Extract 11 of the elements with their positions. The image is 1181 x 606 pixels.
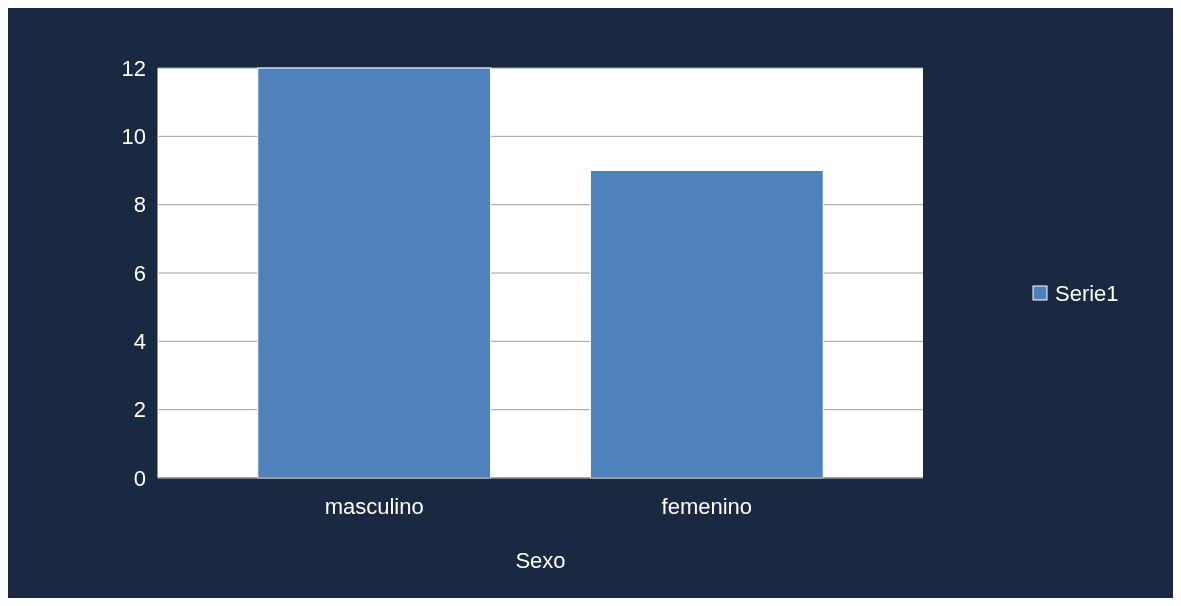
y-tick-label: 2: [133, 397, 146, 423]
y-tick-label: 12: [121, 55, 146, 81]
y-tick-label: 4: [133, 329, 146, 355]
x-axis-title: Sexo: [515, 548, 566, 573]
y-tick-label: 8: [133, 192, 146, 218]
y-tick-label: 0: [133, 465, 146, 491]
x-tick-label: masculino: [324, 494, 424, 519]
x-tick-label: femenino: [661, 494, 753, 519]
y-tick-label: 6: [133, 260, 146, 286]
y-tick-label: 10: [121, 124, 146, 150]
legend-label: Serie1: [1055, 280, 1119, 306]
